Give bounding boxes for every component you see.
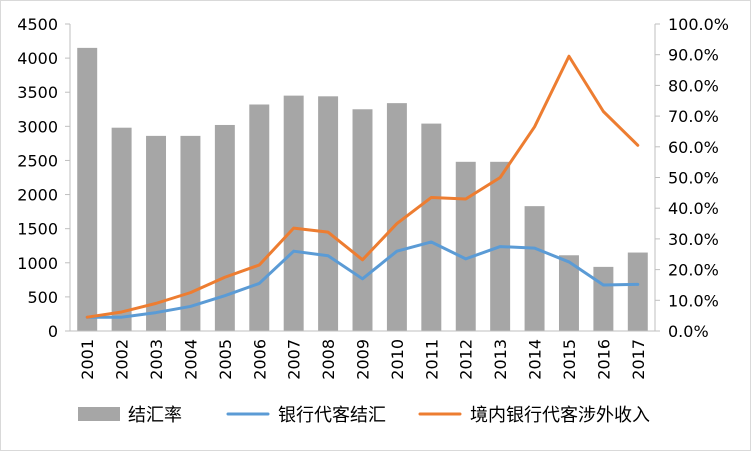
bar-2004 bbox=[180, 135, 201, 331]
right-axis-ticks: 0.0% 10.0% 20.0% 30.0% 40.0% 50.0% 60.0% 70.0% 8… bbox=[655, 15, 729, 341]
x-tick-label: 2010 bbox=[388, 339, 407, 380]
right-tick-label: 80.0% bbox=[668, 76, 719, 95]
bar-2008 bbox=[318, 96, 339, 331]
bar-2017 bbox=[627, 252, 648, 331]
left-tick-label: 4500 bbox=[17, 15, 58, 34]
bar-2002 bbox=[111, 127, 132, 331]
legend-label-2: 银行代客结汇 bbox=[278, 405, 386, 426]
bar-2003 bbox=[146, 135, 167, 331]
left-axis-ticks: 0 500 1000 1500 2000 2500 3000 3500 4000 4500 bbox=[17, 15, 70, 341]
right-tick-label: 30.0% bbox=[668, 230, 719, 249]
bar-2011 bbox=[421, 123, 442, 331]
line-series-1 bbox=[85, 240, 640, 319]
bar-2015 bbox=[558, 255, 579, 331]
left-tick-label: 1000 bbox=[17, 254, 58, 273]
x-tick-label: 2008 bbox=[319, 339, 338, 380]
x-tick-label: 2011 bbox=[422, 339, 441, 380]
bar-2009 bbox=[352, 109, 373, 331]
bar-2016 bbox=[593, 266, 614, 331]
x-tick-label: 2014 bbox=[526, 339, 545, 380]
x-tick-label: 2007 bbox=[285, 339, 304, 380]
x-tick-label: 2017 bbox=[629, 339, 648, 380]
left-tick-label: 2500 bbox=[17, 151, 58, 170]
legend-marker-1 bbox=[78, 407, 120, 421]
left-tick-label: 3500 bbox=[17, 83, 58, 102]
bar-2007 bbox=[283, 95, 304, 331]
x-tick-label: 2004 bbox=[181, 339, 200, 380]
x-tick-label: 2016 bbox=[594, 339, 613, 380]
right-tick-label: 10.0% bbox=[668, 291, 719, 310]
line-series-group bbox=[85, 54, 640, 319]
bar-2006 bbox=[249, 104, 270, 331]
left-tick-label: 0 bbox=[48, 322, 58, 341]
left-tick-label: 3000 bbox=[17, 117, 58, 136]
right-tick-label: 70.0% bbox=[668, 107, 719, 126]
x-tick-label: 2009 bbox=[354, 339, 373, 380]
line-series-2 bbox=[85, 54, 640, 319]
legend-label-1: 结汇率 bbox=[128, 405, 182, 426]
x-tick-label: 2015 bbox=[560, 339, 579, 380]
x-tick-label: 2003 bbox=[147, 339, 166, 380]
right-tick-label: 0.0% bbox=[668, 322, 709, 341]
right-tick-label: 40.0% bbox=[668, 199, 719, 218]
x-tick-label: 2001 bbox=[78, 339, 97, 380]
x-tick-label: 2002 bbox=[113, 339, 132, 380]
bar-2012 bbox=[455, 161, 476, 331]
legend: 结汇率 银行代客结汇 境内银行代客涉外收入 bbox=[78, 405, 650, 426]
right-tick-label: 60.0% bbox=[668, 138, 719, 157]
left-tick-label: 2000 bbox=[17, 186, 58, 205]
bar-2014 bbox=[524, 206, 545, 331]
bar-2010 bbox=[386, 103, 407, 331]
right-tick-label: 100.0% bbox=[668, 15, 729, 34]
left-tick-label: 500 bbox=[27, 288, 58, 307]
x-tick-label: 2006 bbox=[250, 339, 269, 380]
left-tick-label: 4000 bbox=[17, 49, 58, 68]
x-tick-label: 2005 bbox=[216, 339, 235, 380]
right-tick-label: 90.0% bbox=[668, 46, 719, 65]
legend-label-3: 境内银行代客涉外收入 bbox=[470, 405, 650, 426]
right-tick-label: 50.0% bbox=[668, 169, 719, 188]
bar-2001 bbox=[77, 47, 98, 331]
x-tick-label: 2012 bbox=[457, 339, 476, 380]
bar-2005 bbox=[214, 124, 235, 331]
right-tick-label: 20.0% bbox=[668, 261, 719, 280]
left-tick-label: 1500 bbox=[17, 220, 58, 239]
x-axis-ticks: 2001 2002 2003 2004 2005 2006 2007 2008 2009 2010… bbox=[78, 339, 648, 380]
x-tick-label: 2013 bbox=[491, 339, 510, 380]
